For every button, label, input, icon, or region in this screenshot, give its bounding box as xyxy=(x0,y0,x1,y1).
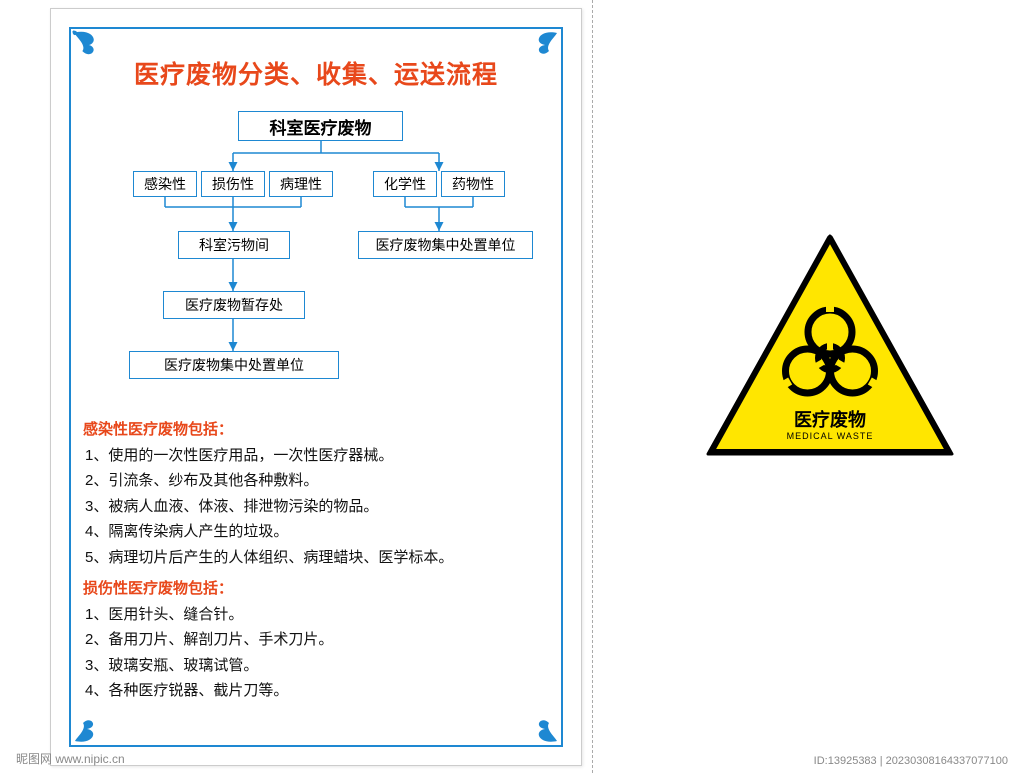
list-item: 1、医用针头、缝合针。 xyxy=(85,602,549,628)
list-item: 3、玻璃安瓶、玻璃试管。 xyxy=(85,653,549,679)
flow-node: 病理性 xyxy=(269,171,333,197)
flow-node: 损伤性 xyxy=(201,171,265,197)
list-item: 2、备用刀片、解剖刀片、手术刀片。 xyxy=(85,627,549,653)
flow-node: 感染性 xyxy=(133,171,197,197)
section-header: 感染性医疗废物包括： xyxy=(83,417,549,443)
flow-node: 化学性 xyxy=(373,171,437,197)
flowchart: 科室医疗废物感染性损伤性病理性化学性药物性科室污物间医疗废物暂存处医疗废物集中处… xyxy=(83,111,549,411)
poster-content: 医疗废物分类、收集、运送流程 科室医疗废物感染性损伤性病理性 化学性药物性科室污物… xyxy=(83,43,549,733)
list-item: 4、各种医疗锐器、截片刀等。 xyxy=(85,678,549,704)
watermark-left: 昵图网 www.nipic.cn xyxy=(16,750,125,767)
list-item: 4、隔离传染病人产生的垃圾。 xyxy=(85,519,549,545)
hazard-label-cn: 医疗废物 xyxy=(794,409,866,430)
poster: 医疗废物分类、收集、运送流程 科室医疗废物感染性损伤性病理性 化学性药物性科室污物… xyxy=(50,8,582,766)
flow-node: 药物性 xyxy=(441,171,505,197)
flow-node: 科室污物间 xyxy=(178,231,290,259)
flow-node: 科室医疗废物 xyxy=(238,111,403,141)
flow-node: 医疗废物集中处置单位 xyxy=(129,351,339,379)
list-item: 3、被病人血液、体液、排泄物污染的物品。 xyxy=(85,494,549,520)
section-header: 损伤性医疗废物包括： xyxy=(83,576,549,602)
list-item: 1、使用的一次性医疗用品，一次性医疗器械。 xyxy=(85,443,549,469)
flow-node: 医疗废物集中处置单位 xyxy=(358,231,533,259)
flow-node: 医疗废物暂存处 xyxy=(163,291,305,319)
hazard-label-en: MEDICAL WASTE xyxy=(787,431,874,441)
page-divider xyxy=(592,0,593,773)
text-lists: 感染性医疗废物包括：1、使用的一次性医疗用品，一次性医疗器械。2、引流条、纱布及… xyxy=(83,417,549,704)
list-item: 5、病理切片后产生的人体组织、病理蜡块、医学标本。 xyxy=(85,545,549,571)
watermark-right: ID:13925383 | 20230308164337077100 xyxy=(814,755,1008,767)
biohazard-sign: 医疗废物 MEDICAL WASTE xyxy=(700,230,960,470)
list-item: 2、引流条、纱布及其他各种敷料。 xyxy=(85,468,549,494)
poster-title: 医疗废物分类、收集、运送流程 xyxy=(83,55,549,91)
